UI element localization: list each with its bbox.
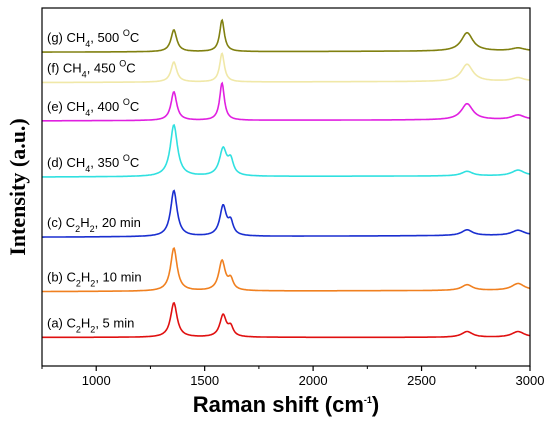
series-labels: (a) C2H2, 5 min (b) C2H2, 10 min (c) C2H2,… — [47, 28, 142, 334]
series-label-0: (a) C2H2, 5 min — [47, 315, 134, 334]
series-label-5: (f) CH4, 450 OC — [47, 58, 136, 79]
series-line-1 — [42, 247, 531, 293]
x-axis-ticks: 1000 1500 2000 2500 3000 — [41, 366, 545, 388]
series-label-1: (b) C2H2, 10 min — [47, 270, 142, 289]
series-line-2 — [42, 189, 531, 238]
series-line-3 — [42, 123, 531, 178]
series-label-6: (g) CH4, 500 OC — [47, 28, 139, 49]
series-line-5 — [42, 52, 531, 84]
x-tick-label-0: 1000 — [82, 373, 111, 388]
series-line-4 — [42, 81, 531, 122]
series-label-2: (c) C2H2, 20 min — [47, 215, 141, 234]
x-axis-title: Raman shift (cm-1) — [193, 392, 380, 417]
x-tick-label-3: 2500 — [407, 373, 436, 388]
series-line-6 — [42, 18, 531, 53]
x-tick-label-1: 1500 — [190, 373, 219, 388]
series-label-4: (e) CH4, 400 OC — [47, 97, 139, 118]
y-axis-title: Intensity (a.u.) — [5, 118, 30, 256]
series-traces — [42, 18, 531, 339]
x-tick-label-4: 3000 — [516, 373, 545, 388]
series-label-3: (d) CH4, 350 OC — [47, 153, 139, 174]
x-tick-label-2: 2000 — [299, 373, 328, 388]
plot-frame — [41, 7, 531, 367]
series-line-0 — [42, 301, 531, 339]
